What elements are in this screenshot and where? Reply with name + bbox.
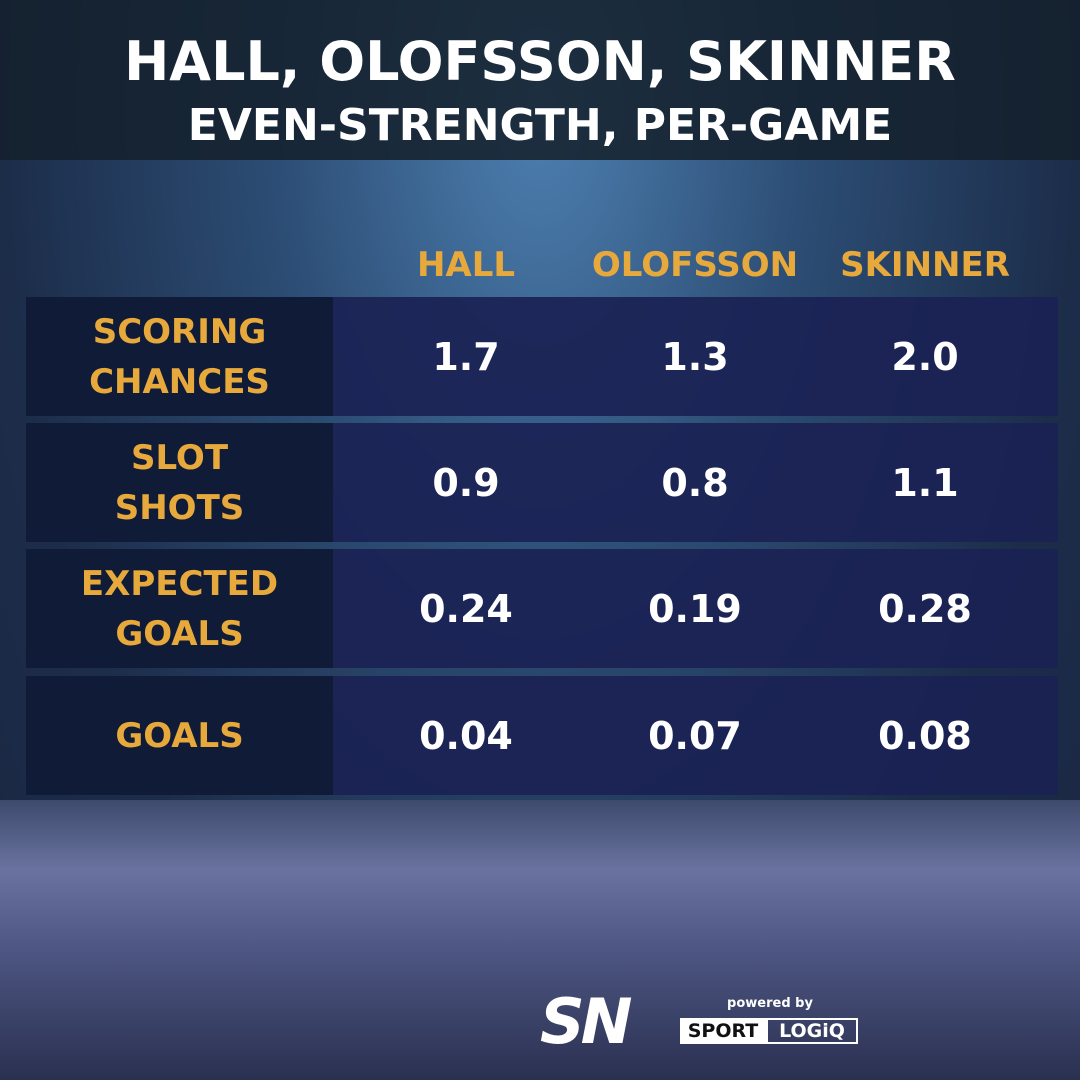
brand-right: LOGiQ bbox=[766, 1018, 858, 1044]
title-band bbox=[0, 0, 1080, 160]
row-label: GOALS bbox=[26, 676, 333, 795]
cell-value: 0.24 bbox=[419, 586, 513, 631]
cell-value: 1.3 bbox=[661, 334, 729, 379]
cell-value: 0.07 bbox=[648, 713, 742, 758]
row-label: SCORING CHANCES bbox=[26, 297, 333, 416]
cell-value: 1.1 bbox=[891, 460, 959, 505]
table-row: GOALS 0.04 0.07 0.08 bbox=[26, 676, 1058, 795]
title: HALL, OLOFSSON, SKINNER bbox=[124, 30, 956, 93]
cell-value: 1.7 bbox=[432, 334, 500, 379]
cell-value: 0.8 bbox=[661, 460, 729, 505]
cell-value: 0.04 bbox=[419, 713, 513, 758]
column-header: OLOFSSON bbox=[591, 245, 799, 285]
brand-left: SPORT bbox=[680, 1018, 766, 1044]
row-label: EXPECTED GOALS bbox=[26, 549, 333, 668]
column-header: HALL bbox=[416, 245, 516, 285]
ice-background bbox=[0, 800, 1080, 1080]
cell-value: 0.19 bbox=[648, 586, 742, 631]
table-row: SCORING CHANCES 1.7 1.3 2.0 bbox=[26, 297, 1058, 416]
cell-value: 0.28 bbox=[878, 586, 972, 631]
logo: SN bbox=[540, 985, 633, 1058]
subtitle: EVEN-STRENGTH, PER-GAME bbox=[187, 100, 893, 151]
table-row: SLOT SHOTS 0.9 0.8 1.1 bbox=[26, 423, 1058, 542]
table-row: EXPECTED GOALS 0.24 0.19 0.28 bbox=[26, 549, 1058, 668]
powered-by: powered by bbox=[727, 996, 813, 1011]
cell-value: 0.08 bbox=[878, 713, 972, 758]
row-label: SLOT SHOTS bbox=[26, 423, 333, 542]
column-header: SKINNER bbox=[840, 245, 1010, 285]
cell-value: 2.0 bbox=[891, 334, 959, 379]
cell-value: 0.9 bbox=[432, 460, 500, 505]
